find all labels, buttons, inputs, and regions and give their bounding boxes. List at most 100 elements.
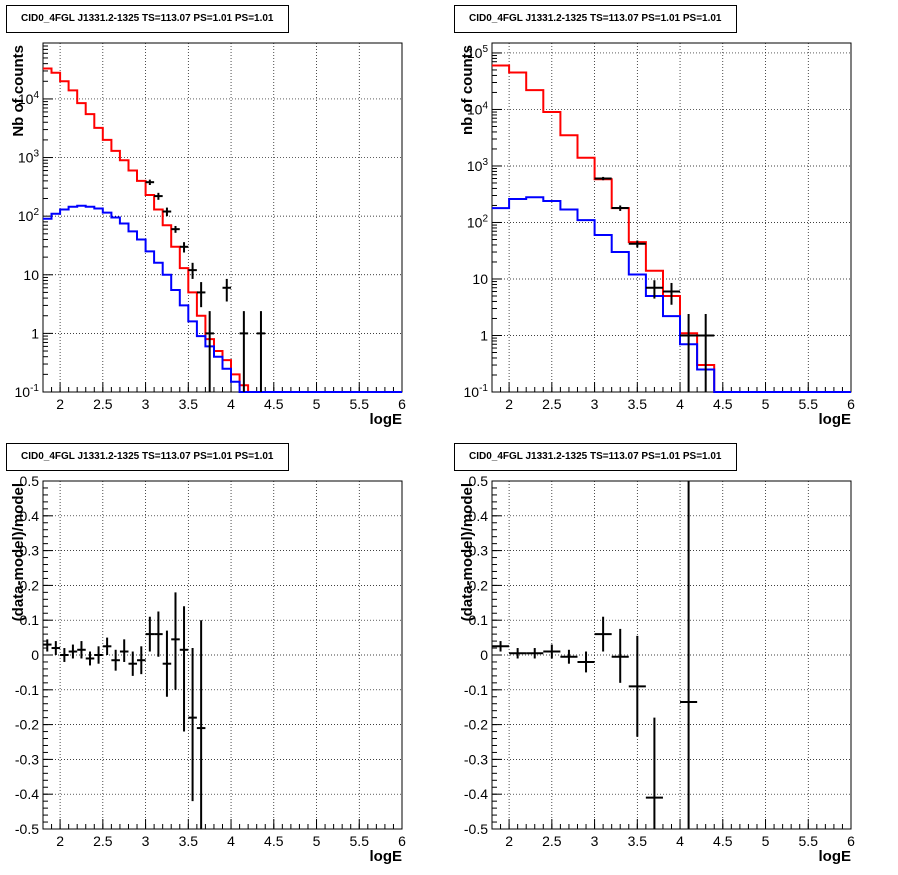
data-point xyxy=(128,651,138,676)
data-point xyxy=(543,644,561,659)
y-tick-label: 105 xyxy=(467,44,489,61)
y-tick-label: -0.4 xyxy=(15,786,39,802)
x-tick-label: 2 xyxy=(505,833,513,849)
y-tick-label: 0.1 xyxy=(469,612,489,628)
x-tick-label: 4 xyxy=(227,396,235,412)
chart-title: CID0_4FGL J1331.2-1325 TS=113.07 PS=1.01… xyxy=(454,443,737,471)
data-point xyxy=(205,311,214,392)
data-point xyxy=(526,648,544,659)
x-tick-label: 5 xyxy=(313,833,321,849)
x-tick-label: 2.5 xyxy=(93,396,113,412)
data-point xyxy=(111,649,120,671)
x-tick-label: 4 xyxy=(676,833,684,849)
y-tick-label: -0.2 xyxy=(464,717,488,733)
y-tick-label: 103 xyxy=(467,157,489,174)
histogram-series-2 xyxy=(492,196,851,393)
x-tick-label: 4.5 xyxy=(713,396,733,412)
y-tick-label: 0.4 xyxy=(469,508,489,524)
data-point xyxy=(154,611,163,657)
data-point xyxy=(179,242,189,253)
y-tick-label: 104 xyxy=(467,100,489,117)
data-point xyxy=(60,648,69,662)
y-tick-label: 1 xyxy=(480,327,488,343)
data-point xyxy=(611,205,629,211)
data-point xyxy=(188,262,197,279)
y-tick-label: 10-1 xyxy=(15,383,40,400)
x-tick-label: 3 xyxy=(591,396,599,412)
y-axis-title: (data-model)/model xyxy=(10,483,27,621)
data-point xyxy=(628,635,646,737)
chart-title: CID0_4FGL J1331.2-1325 TS=113.07 PS=1.01… xyxy=(454,5,737,33)
y-tick-label: -0.1 xyxy=(464,682,488,698)
x-axis-title: logE xyxy=(370,411,403,428)
data-point xyxy=(560,649,578,664)
x-tick-label: 5 xyxy=(762,396,770,412)
x-tick-label: 2.5 xyxy=(542,396,562,412)
x-tick-label: 3.5 xyxy=(628,833,648,849)
y-axis-title: nb of counts xyxy=(459,45,476,135)
y-tick-label: 102 xyxy=(18,207,40,224)
data-point xyxy=(145,616,155,652)
data-point xyxy=(43,639,52,652)
data-point xyxy=(162,207,172,217)
chart-panel-3: 2 2.5 3 3.5 4 4.5 5 5.5 6 -0.5 -0.4 -0.3 -0.2 -0.1 0 0.… xyxy=(10,473,406,865)
data-point xyxy=(680,314,698,392)
data-point xyxy=(188,648,197,802)
data-point xyxy=(94,646,103,664)
x-tick-label: 5 xyxy=(313,396,321,412)
y-tick-label: -0.5 xyxy=(464,821,488,837)
x-tick-label: 4.5 xyxy=(264,396,284,412)
chart-title: CID0_4FGL J1331.2-1325 TS=113.07 PS=1.01… xyxy=(6,5,289,33)
data-point xyxy=(162,630,172,697)
data-point xyxy=(77,641,86,659)
y-tick-label: 0.3 xyxy=(20,543,40,559)
data-point xyxy=(145,179,155,186)
y-tick-label: -0.1 xyxy=(15,682,39,698)
data-point xyxy=(102,637,112,655)
y-axis-title: (data-model)/model xyxy=(459,483,476,621)
data-point xyxy=(239,311,249,392)
y-tick-label: -0.3 xyxy=(15,751,39,767)
y-tick-label: 1 xyxy=(31,325,39,341)
x-tick-label: 5.5 xyxy=(350,833,370,849)
data-point xyxy=(509,648,527,659)
y-axis-title: Nb of counts xyxy=(10,45,27,137)
x-tick-label: 3 xyxy=(142,396,150,412)
x-tick-label: 2 xyxy=(56,396,64,412)
chart-panel-2: 2 2.5 3 3.5 4 4.5 5 5.5 6 10-1 1 10 102 103 104 105 logE… xyxy=(459,42,855,428)
x-axis-title: logE xyxy=(819,411,852,428)
y-tick-label: 0 xyxy=(480,647,488,663)
data-point xyxy=(171,225,180,233)
x-tick-label: 3.5 xyxy=(628,396,648,412)
x-tick-label: 2.5 xyxy=(93,833,113,849)
x-axis-title: logE xyxy=(819,848,852,865)
x-tick-label: 6 xyxy=(398,833,406,849)
plot-frame xyxy=(42,42,403,393)
plot-frame xyxy=(491,480,852,830)
y-tick-label: 102 xyxy=(467,213,489,230)
data-point xyxy=(611,628,629,683)
y-tick-label: -0.2 xyxy=(15,717,39,733)
data-point xyxy=(51,641,61,655)
y-tick-label: -0.5 xyxy=(15,821,39,837)
plot-frame xyxy=(491,42,852,393)
y-tick-label: 104 xyxy=(18,90,40,107)
data-point xyxy=(645,717,663,829)
x-tick-label: 4 xyxy=(227,833,235,849)
y-tick-label: 10 xyxy=(23,267,39,283)
data-point xyxy=(594,176,612,181)
x-tick-label: 6 xyxy=(398,396,406,412)
data-point xyxy=(68,644,78,659)
x-tick-label: 2 xyxy=(56,833,64,849)
x-tick-label: 5.5 xyxy=(350,396,370,412)
x-tick-label: 3.5 xyxy=(179,833,199,849)
y-tick-label: 0.5 xyxy=(20,473,40,489)
data-point xyxy=(577,651,595,673)
data-point xyxy=(492,641,510,652)
y-tick-label: 0.3 xyxy=(469,543,489,559)
x-tick-label: 4.5 xyxy=(264,833,284,849)
x-tick-label: 6 xyxy=(847,833,855,849)
y-tick-label: 0.5 xyxy=(469,473,489,489)
y-tick-label: 0.1 xyxy=(20,612,40,628)
